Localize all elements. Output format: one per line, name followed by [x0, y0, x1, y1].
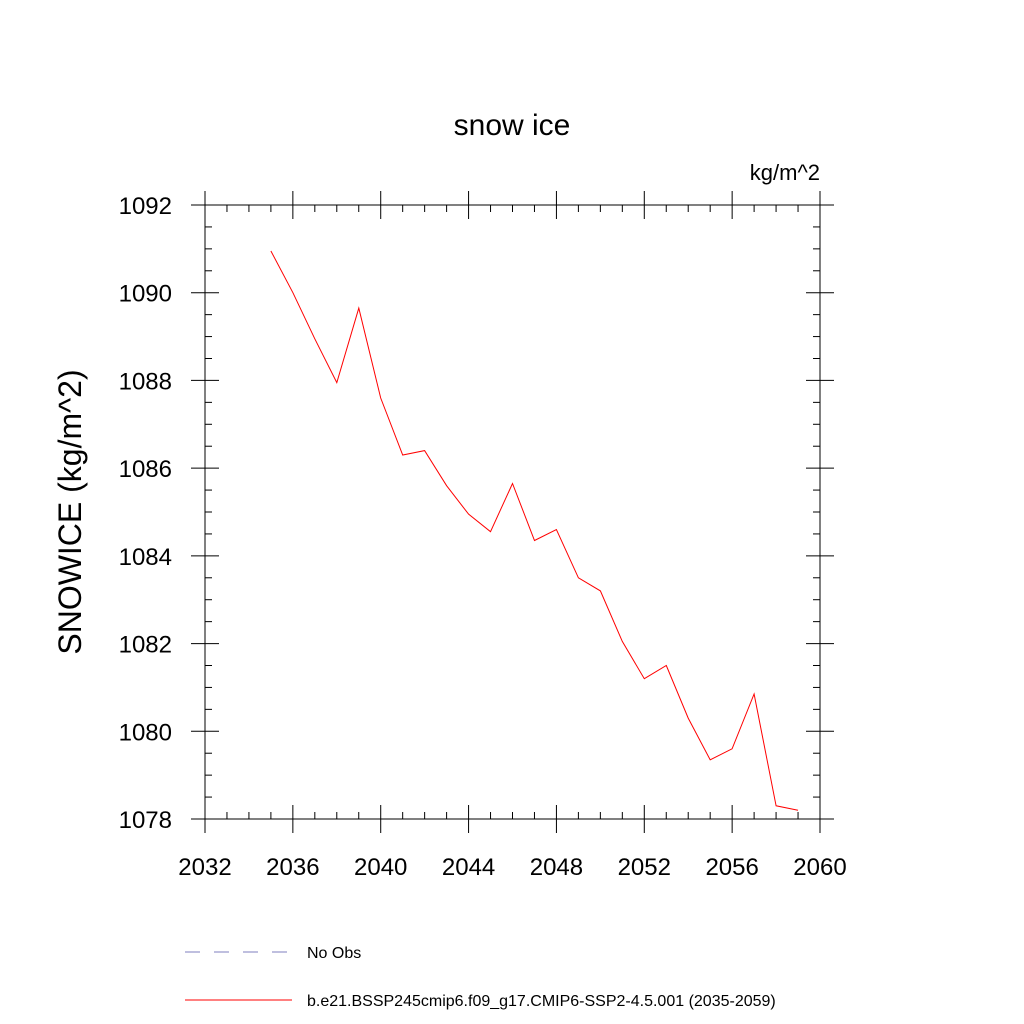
x-tick-label: 2036: [266, 854, 319, 881]
x-tick-label: 2052: [618, 854, 671, 881]
plot-frame: [204, 204, 821, 820]
x-tick-label: 2048: [530, 854, 583, 881]
chart-title: snow ice: [454, 109, 571, 142]
x-tick-label: 2040: [354, 854, 407, 881]
legend-label-1: b.e21.BSSP245cmip6.f09_g17.CMIP6-SSP2-4.…: [307, 993, 776, 1010]
axis-ticks: 2032 2036 2040 2044 2048 2052 2056 2060 1078 1080…: [119, 191, 847, 881]
legend: No Obs b.e21.BSSP245cmip6.f09_g17.CMIP6-S…: [185, 945, 776, 1010]
y-tick-label: 1090: [119, 281, 172, 308]
x-tick-label: 2032: [178, 854, 231, 881]
series-layer: [270, 250, 799, 811]
series-line-0: [270, 250, 799, 811]
x-tick-label: 2044: [442, 854, 495, 881]
y-tick-label: 1088: [119, 368, 172, 395]
x-tick-label: 2060: [793, 854, 846, 881]
y-axis-label: SNOWICE (kg/m^2): [52, 369, 88, 654]
units-label: kg/m^2: [750, 160, 820, 185]
y-tick-label: 1086: [119, 456, 172, 483]
y-tick-label: 1084: [119, 544, 172, 571]
x-tick-label: 2056: [705, 854, 758, 881]
y-tick-label: 1082: [119, 632, 172, 659]
legend-label-0: No Obs: [307, 945, 361, 962]
y-tick-label: 1078: [119, 807, 172, 834]
y-tick-label: 1080: [119, 719, 172, 746]
y-tick-label: 1092: [119, 193, 172, 220]
